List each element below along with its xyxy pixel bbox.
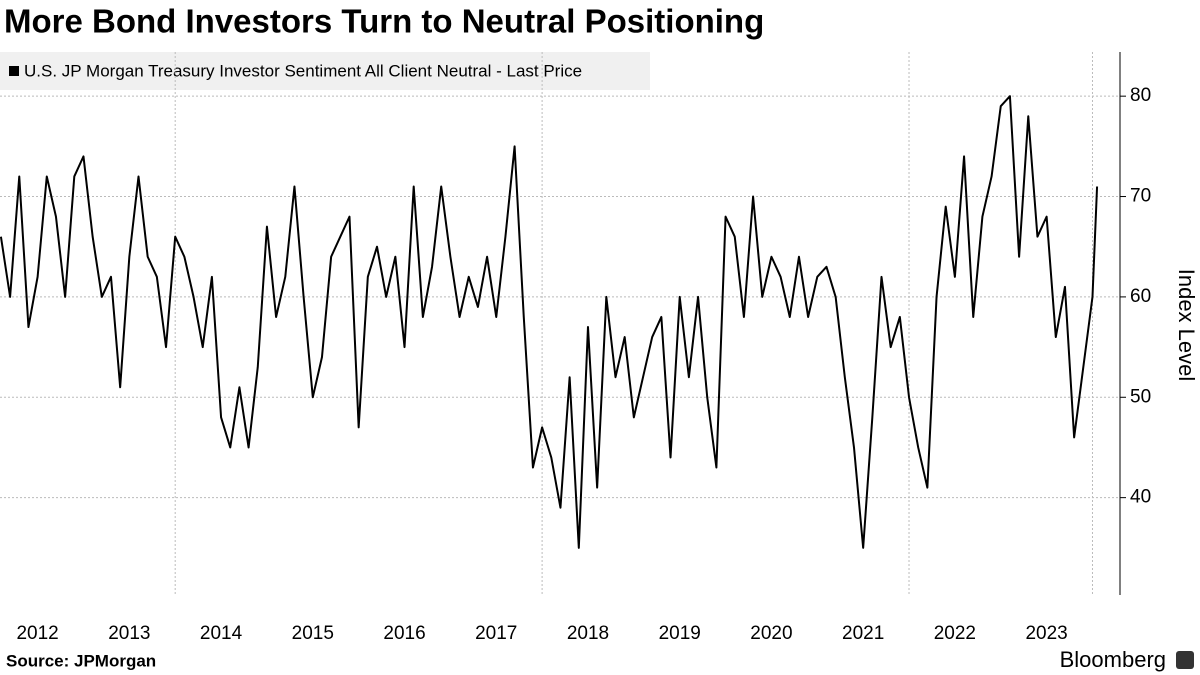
- y-tick-label: 70: [1130, 186, 1151, 207]
- x-tick-label: 2020: [750, 623, 792, 644]
- x-tick-label: 2014: [200, 623, 243, 644]
- y-tick-label: 80: [1130, 85, 1151, 106]
- y-axis-label: Index Level: [1174, 269, 1199, 382]
- x-tick-label: 2016: [383, 623, 425, 644]
- legend-box: [0, 52, 650, 90]
- brand: Bloomberg: [1060, 647, 1166, 672]
- legend-label: U.S. JP Morgan Treasury Investor Sentime…: [24, 61, 582, 80]
- x-tick-label: 2023: [1025, 623, 1067, 644]
- chart-title: More Bond Investors Turn to Neutral Posi…: [4, 3, 764, 40]
- legend-swatch: [9, 66, 19, 76]
- x-tick-label: 2013: [108, 623, 150, 644]
- data-line: [0, 95, 1099, 549]
- brand-icon: [1176, 651, 1194, 669]
- y-tick-label: 40: [1130, 487, 1151, 508]
- x-tick-label: 2015: [292, 623, 334, 644]
- y-tick-label: 60: [1130, 286, 1151, 307]
- x-tick-label: 2022: [934, 623, 976, 644]
- x-tick-label: 2012: [16, 623, 58, 644]
- source: Source: JPMorgan: [6, 651, 156, 670]
- x-tick-label: 2017: [475, 623, 517, 644]
- x-tick-label: 2019: [659, 623, 701, 644]
- x-tick-label: 2021: [842, 623, 884, 644]
- x-tick-label: 2018: [567, 623, 609, 644]
- y-tick-label: 50: [1130, 386, 1151, 407]
